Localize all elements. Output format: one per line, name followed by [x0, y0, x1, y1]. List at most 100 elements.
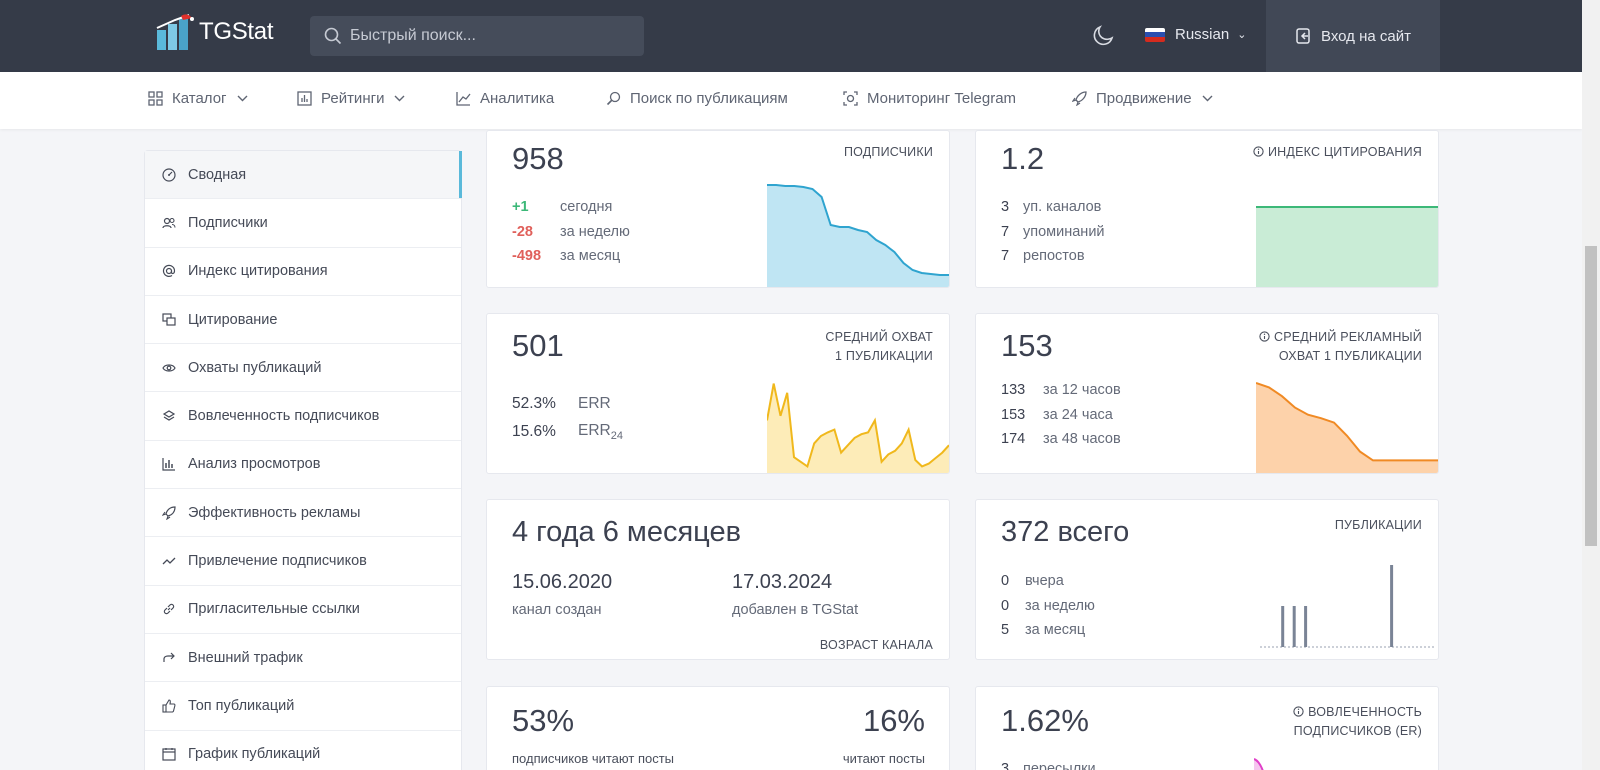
publications-sparkline [1260, 565, 1434, 648]
chevron-down-icon [1202, 95, 1213, 102]
stat-value: 133 [1001, 382, 1026, 399]
nav-analytics[interactable]: Аналитика [456, 90, 554, 107]
scrollbar-thumb[interactable] [1585, 246, 1597, 546]
channel-age-card[interactable]: 4 года 6 месяцев 15.06.2020 канал создан… [486, 499, 950, 660]
sparkline-area [1256, 207, 1438, 287]
card-caption: СРЕДНИЙ РЕКЛАМНЫЙ ОХВАТ 1 ПУБЛИКАЦИИ [1259, 328, 1422, 366]
average-reach-value: 501 [512, 328, 564, 363]
sidebar-item-engagement[interactable]: Вовлеченность подписчиков [145, 392, 461, 441]
moon-icon[interactable] [1093, 24, 1117, 48]
nav-promotion[interactable]: Продвижение [1072, 90, 1222, 107]
sidebar-item-citation[interactable]: Цитирование [145, 296, 461, 345]
sidebar-item-citation-index[interactable]: Индекс цитирования [145, 248, 461, 296]
publications-card[interactable]: 372 всего ПУБЛИКАЦИИ 0 вчера 0 за неделю 5… [975, 499, 1439, 660]
chevron-down-icon [394, 95, 405, 102]
sidebar-item-label: Вовлеченность подписчиков [188, 408, 380, 425]
quote-icon [162, 312, 176, 326]
subscribers-sparkline [767, 184, 949, 287]
nav-catalog[interactable]: Каталог [148, 90, 257, 107]
sparkline-area [767, 185, 949, 287]
stat-value: 0 [1001, 573, 1010, 590]
sparkline-area [767, 383, 949, 473]
caption-text: ВОВЛЕЧЕННОСТЬ [1308, 705, 1422, 719]
trend-icon [162, 557, 176, 565]
sidebar-item-label: Анализ просмотров [188, 456, 321, 473]
stat-label: за месяц [560, 248, 621, 265]
sidebar-item-external-traffic[interactable]: Внешний трафик [145, 634, 461, 683]
grid-icon [148, 91, 163, 106]
stat-label: за 48 часов [1043, 431, 1121, 448]
sidebar-item-post-reach[interactable]: Охваты публикаций [145, 344, 461, 393]
nav-monitoring[interactable]: Мониторинг Telegram [843, 90, 1016, 107]
caption-line: ВОВЛЕЧЕННОСТЬ [1293, 703, 1422, 722]
bar-chart-icon [162, 458, 175, 472]
stat-label: за месяц [1025, 622, 1086, 639]
readers-card[interactable]: 53% подписчиков читают посты 16% читают … [486, 686, 950, 770]
search-box[interactable] [310, 16, 644, 56]
stat-label: за неделю [1025, 597, 1095, 614]
sparkline-bar [1292, 606, 1296, 647]
subscribers-stats: +1 сегодня -28 за неделю -498 за месяц [512, 195, 630, 269]
engagement-rate-card[interactable]: 1.62% ВОВЛЕЧЕННОСТЬ ПОДПИСЧИКОВ (ER) 3 пер… [975, 686, 1439, 770]
sidebar-item-label: Эффективность рекламы [188, 504, 361, 521]
readers-percent: 53% [512, 703, 575, 738]
citation-stats: 3 уп. каналов 7 упоминаний 7 репостов [1001, 195, 1105, 269]
page-scrollbar[interactable] [1582, 0, 1600, 770]
sidebar-item-views-analysis[interactable]: Анализ просмотров [145, 441, 461, 490]
readers-24h-percent: 16% [862, 703, 925, 738]
card-caption: ВОЗРАСТ КАНАЛА [819, 638, 933, 652]
nav-label: Рейтинги [321, 90, 385, 107]
stat-value: 174 [1001, 431, 1026, 448]
stat-value: -498 [512, 248, 542, 265]
sparkline-bar [1281, 606, 1285, 647]
sidebar-item-summary[interactable]: Сводная [145, 151, 462, 200]
stat-row: 133 за 12 часов [1001, 378, 1121, 403]
language-label: Russian [1175, 26, 1230, 43]
sidebar-item-ad-efficiency[interactable]: Эффективность рекламы [145, 489, 461, 538]
sidebar-item-subscriber-acquisition[interactable]: Привлечение подписчиков [145, 537, 461, 586]
citation-index-card[interactable]: 1.2 ИНДЕКС ЦИТИРОВАНИЯ 3 уп. каналов 7 упо… [975, 130, 1439, 288]
card-caption: ВОВЛЕЧЕННОСТЬ ПОДПИСЧИКОВ (ER) [1293, 703, 1422, 741]
stat-row: 3 пересылки [1001, 757, 1096, 770]
stat-row: 174 за 48 часов [1001, 427, 1121, 452]
nav-post-search[interactable]: Поиск по публикациям [606, 90, 788, 107]
eye-icon [162, 364, 176, 372]
stat-label: вчера [1025, 573, 1064, 590]
stat-row: 0 за неделю [1001, 594, 1095, 619]
search-input[interactable] [350, 27, 630, 45]
stat-row: -28 за неделю [512, 220, 630, 245]
sidebar-item-invite-links[interactable]: Пригласительные ссылки [145, 586, 461, 634]
average-reach-card[interactable]: 501 СРЕДНИЙ ОХВАТ 1 ПУБЛИКАЦИИ 52.3% ERR 1… [486, 313, 950, 474]
sparkline-line [767, 184, 949, 276]
stat-value: -28 [512, 223, 533, 240]
main-nav: Каталог Рейтинги Аналитика Поиск по публ… [0, 72, 1582, 129]
search-icon [324, 27, 342, 45]
logo-text: TGStat [199, 18, 274, 45]
chevron-down-icon: ⌄ [1237, 29, 1247, 41]
nav-ratings[interactable]: Рейтинги [297, 90, 414, 107]
publications-stats: 0 вчера 0 за неделю 5 за месяц [1001, 569, 1095, 643]
users-icon [162, 217, 176, 229]
language-select[interactable]: Russian ⌄ [1145, 26, 1246, 43]
subscribers-card[interactable]: 958 ПОДПИСЧИКИ +1 сегодня -28 за неделю -4… [486, 130, 950, 288]
engagement-rate-value: 1.62% [1001, 703, 1089, 738]
ad-reach-sparkline [1256, 382, 1438, 473]
logo[interactable]: TGStat [155, 14, 274, 50]
ad-reach-value: 153 [1001, 328, 1053, 363]
sidebar-item-label: Сводная [188, 166, 247, 183]
thumbs-up-icon [162, 699, 176, 713]
sidebar-item-post-schedule[interactable]: График публикаций [145, 731, 461, 770]
sidebar-item-subscribers[interactable]: Подписчики [145, 199, 461, 248]
caption-line: СРЕДНИЙ РЕКЛАМНЫЙ [1259, 328, 1422, 347]
stat-label: за 24 часа [1043, 406, 1113, 423]
ad-reach-card[interactable]: 153 СРЕДНИЙ РЕКЛАМНЫЙ ОХВАТ 1 ПУБЛИКАЦИИ … [975, 313, 1439, 474]
channel-sidebar: Сводная Подписчики Индекс цитирования Ци… [144, 150, 462, 770]
readers-24h-label: читают посты [842, 751, 925, 766]
sidebar-item-top-posts[interactable]: Топ публикаций [145, 682, 461, 731]
added-label: добавлен в TGStat [732, 602, 859, 618]
nav-label: Каталог [172, 90, 227, 107]
login-button[interactable]: Вход на сайт [1266, 0, 1440, 72]
stat-label: за 12 часов [1043, 382, 1121, 399]
stat-label: за неделю [560, 223, 630, 240]
calendar-icon [162, 748, 176, 761]
